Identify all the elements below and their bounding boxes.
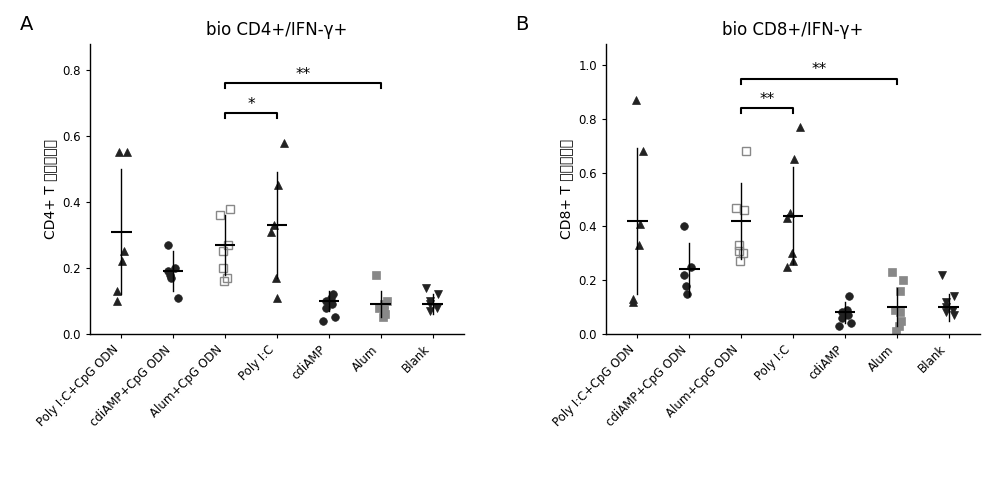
Text: **: ** <box>811 62 827 77</box>
Y-axis label: CD4+ T 细胞（％）: CD4+ T 细胞（％） <box>43 139 57 239</box>
Text: **: ** <box>759 92 775 107</box>
Y-axis label: CD8+ T 细胞（％）: CD8+ T 细胞（％） <box>559 139 573 239</box>
Text: B: B <box>515 15 528 33</box>
Title: bio CD4+/IFN-γ+: bio CD4+/IFN-γ+ <box>206 21 348 39</box>
Title: bio CD8+/IFN-γ+: bio CD8+/IFN-γ+ <box>722 21 864 39</box>
Text: **: ** <box>295 67 311 82</box>
Text: A: A <box>20 15 33 33</box>
Text: *: * <box>247 97 255 112</box>
